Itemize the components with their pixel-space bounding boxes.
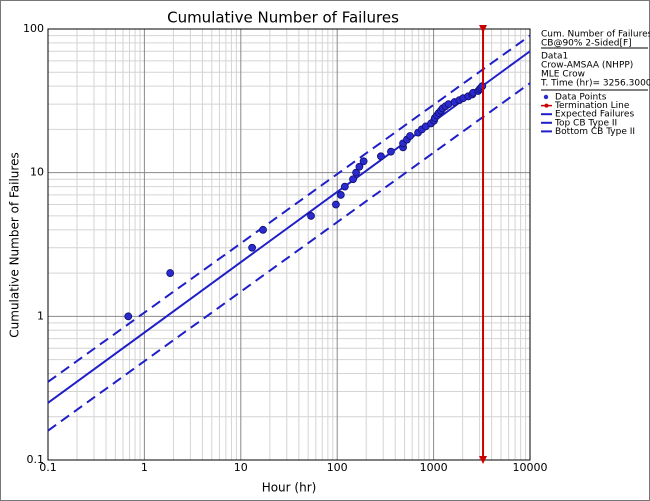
legend-info: Crow-AMSAA (NHPP) xyxy=(541,61,633,71)
y-tick-label: 1 xyxy=(37,309,44,322)
legend-symbol xyxy=(543,94,549,100)
chart-title: Cumulative Number of Failures xyxy=(167,9,399,27)
data-point xyxy=(359,157,368,166)
termination-marker xyxy=(479,25,488,33)
legend-info: CB@90% 2-Sided[F] xyxy=(541,39,632,49)
y-tick-label: 0.1 xyxy=(27,453,45,466)
legend-label: Termination Line xyxy=(554,101,630,111)
data-point xyxy=(387,147,395,156)
legend-info: T. Time (hr)= 3256.3000 xyxy=(540,79,650,89)
legend-label: Data Points xyxy=(555,93,607,103)
data-point xyxy=(332,200,340,209)
data-point xyxy=(352,168,360,177)
data-point xyxy=(355,162,364,171)
y-tick-label: 100 xyxy=(23,22,44,35)
line xyxy=(47,34,531,383)
legend-info: Data1 xyxy=(541,52,568,62)
data-point xyxy=(124,312,133,321)
data-point xyxy=(336,191,345,199)
legend-info: Cum. Number of Failures xyxy=(541,30,650,40)
data-point xyxy=(307,212,315,220)
x-tick-label: 1000 xyxy=(420,461,448,474)
plot-background xyxy=(48,29,530,460)
line xyxy=(47,50,531,404)
x-tick-label: 100 xyxy=(327,461,348,474)
data-point xyxy=(340,182,349,191)
y-tick-label: 10 xyxy=(30,166,44,179)
legend-label: Expected Failures xyxy=(555,110,634,120)
x-axis-label: Hour (hr) xyxy=(262,481,317,495)
data-point xyxy=(349,175,357,184)
data-point xyxy=(406,132,414,140)
x-tick-label: 10000 xyxy=(513,461,548,474)
data-point xyxy=(259,225,267,234)
legend-symbol xyxy=(544,103,549,108)
data-point xyxy=(376,152,385,161)
data-point xyxy=(166,269,175,277)
plot-border xyxy=(47,28,531,461)
termination-marker xyxy=(479,456,488,464)
data-point xyxy=(248,243,257,252)
legend-label: Top CB Type II xyxy=(554,118,617,128)
x-tick-label: 1 xyxy=(141,461,148,474)
x-tick-label: 0.1 xyxy=(39,461,57,474)
y-axis-label: Cumulative Number of Failures xyxy=(8,152,22,337)
legend-label: Bottom CB Type II xyxy=(555,127,635,137)
line xyxy=(47,82,531,432)
legend-info: MLE Crow xyxy=(541,70,585,80)
x-tick-label: 10 xyxy=(234,461,248,474)
